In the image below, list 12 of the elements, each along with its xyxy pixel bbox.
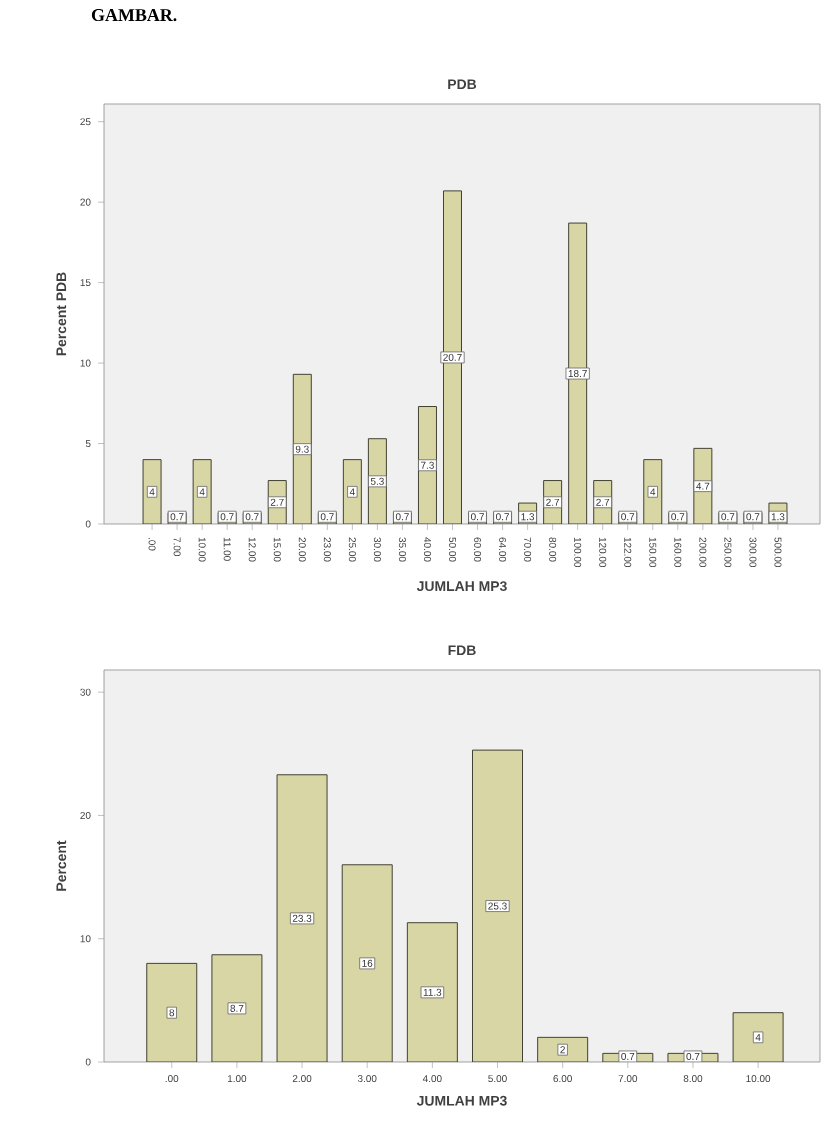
bar bbox=[292, 373, 312, 524]
text: GAMBAR. bbox=[91, 9, 177, 22]
bar bbox=[442, 190, 462, 524]
bar bbox=[407, 922, 458, 1062]
bar bbox=[211, 954, 262, 1062]
bar bbox=[342, 864, 393, 1062]
bar bbox=[277, 774, 328, 1062]
bar bbox=[472, 750, 523, 1062]
bar bbox=[146, 963, 197, 1062]
bar bbox=[568, 222, 588, 524]
bar bbox=[732, 1012, 784, 1062]
bar bbox=[417, 406, 437, 524]
